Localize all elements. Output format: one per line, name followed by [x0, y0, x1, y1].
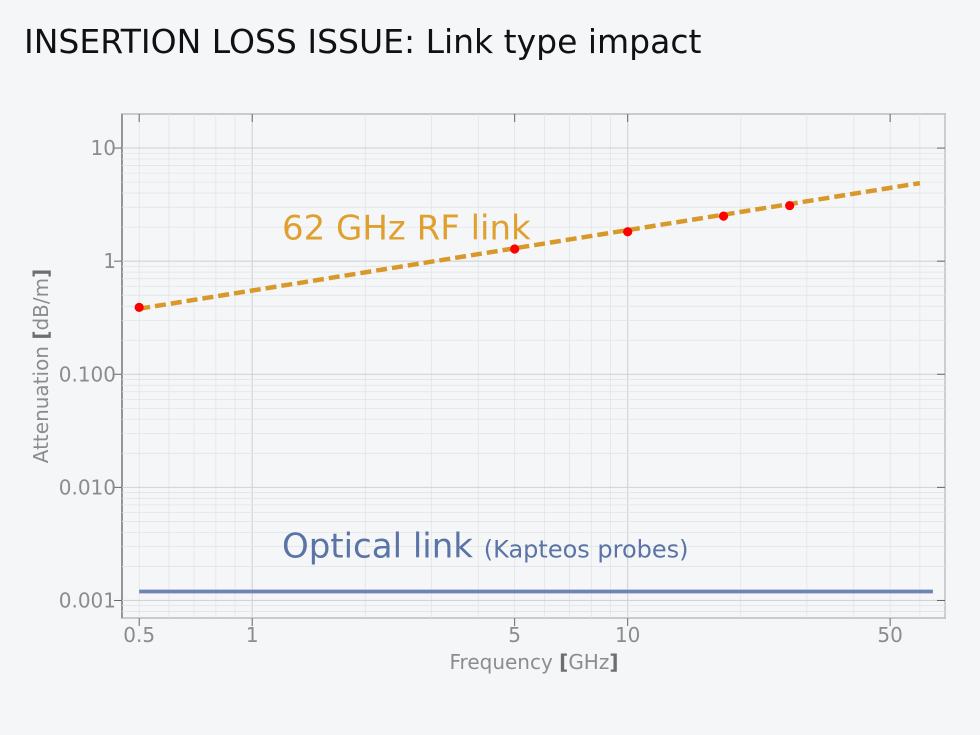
x-tick-label: 5: [508, 623, 521, 647]
x-tick-label: 10: [615, 623, 640, 647]
series-layer: [134, 180, 933, 594]
rf-data-point: [718, 211, 729, 221]
y-axis-label: Attenuation [dB/m]: [29, 269, 53, 464]
x-tick-label: 1: [246, 623, 259, 647]
optical-link-label: Optical link (Kapteos probes): [282, 526, 689, 566]
rf-data-point: [623, 227, 633, 237]
y-tick-label: 0.100: [59, 362, 116, 386]
rf-data-point: [510, 244, 520, 254]
y-tick-label: 1: [103, 249, 116, 273]
series-labels: 62 GHz RF link Optical link (Kapteos prob…: [282, 209, 689, 567]
y-tick-label: 0.010: [59, 475, 116, 499]
grid-lines: [122, 113, 946, 619]
x-tick-label: 50: [877, 623, 902, 647]
slide-title: INSERTION LOSS ISSUE: Link type impact: [24, 22, 702, 61]
rf-data-point: [785, 200, 795, 211]
x-tick-label: 0.5: [123, 623, 155, 647]
y-tick-label: 10: [91, 136, 116, 160]
rf-data-point: [134, 302, 144, 313]
rf-link-label: 62 GHz RF link: [282, 209, 531, 249]
y-tick-label: 0.001: [59, 588, 116, 612]
axis-ticks: 0.5 1 5 10 50 10 1 0.100 0.010 0.001: [59, 114, 945, 647]
plot-area: [121, 113, 946, 619]
x-axis-label: Frequency [GHz]: [449, 650, 618, 674]
